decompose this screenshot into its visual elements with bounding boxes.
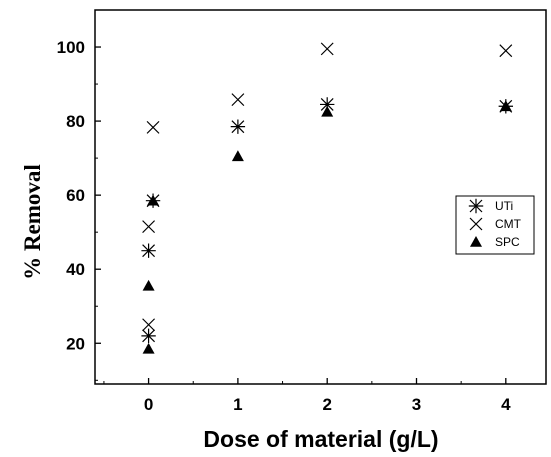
point-spc <box>147 194 160 206</box>
point-spc <box>321 105 334 117</box>
triangle-marker <box>147 194 160 206</box>
legend-marker-spc <box>470 236 482 247</box>
asterisk-marker <box>230 119 246 134</box>
point-spc <box>499 100 512 112</box>
point-uti <box>141 243 156 258</box>
y-tick-label: 100 <box>57 38 85 57</box>
x-marker <box>469 217 483 231</box>
asterisk-marker <box>141 328 156 344</box>
point-uti <box>230 119 246 134</box>
triangle-marker <box>321 105 334 117</box>
point-spc <box>142 342 155 354</box>
legend-label-cmt: CMT <box>495 217 522 231</box>
x-marker <box>499 44 513 58</box>
x-marker <box>142 220 156 234</box>
y-axis: 20 40 60 80 100 <box>57 9 101 381</box>
point-cmt <box>499 44 513 58</box>
asterisk-marker <box>141 243 156 258</box>
x-axis-label: Dose of material (g/L) <box>203 426 438 452</box>
legend-marker-uti <box>468 198 484 214</box>
legend-marker-cmt <box>469 217 483 231</box>
y-tick-label: 80 <box>66 112 85 131</box>
legend: UTi CMT SPC <box>455 195 535 255</box>
x-axis: 0 1 2 3 4 <box>103 378 511 414</box>
point-spc <box>142 279 155 291</box>
data-points <box>141 42 514 354</box>
legend-label-uti: UTi <box>495 199 513 213</box>
x-tick-label: 1 <box>233 395 242 414</box>
asterisk-marker <box>468 198 484 214</box>
triangle-marker <box>499 100 512 112</box>
triangle-marker <box>142 342 155 354</box>
point-uti <box>141 328 156 344</box>
x-marker <box>146 120 160 134</box>
point-cmt <box>146 120 160 134</box>
x-tick-label: 2 <box>322 395 331 414</box>
y-axis-label: % Removal <box>20 164 45 280</box>
x-tick-label: 3 <box>412 395 421 414</box>
asterisk-marker <box>319 97 335 112</box>
point-cmt <box>142 318 156 332</box>
point-cmt <box>231 93 245 107</box>
x-tick-label: 0 <box>144 395 153 414</box>
plot-frame <box>94 9 547 385</box>
point-cmt <box>320 42 334 56</box>
y-tick-label: 60 <box>66 186 85 205</box>
x-marker <box>231 93 245 107</box>
y-tick-label: 20 <box>66 334 85 353</box>
triangle-marker <box>231 150 244 162</box>
triangle-marker <box>470 236 482 247</box>
x-marker <box>142 318 156 332</box>
triangle-marker <box>142 279 155 291</box>
y-tick-label: 40 <box>66 260 85 279</box>
point-uti <box>319 97 335 112</box>
point-spc <box>231 150 244 162</box>
legend-label-spc: SPC <box>495 235 520 249</box>
x-tick-label: 4 <box>501 395 511 414</box>
point-cmt <box>142 220 156 234</box>
x-marker <box>320 42 334 56</box>
